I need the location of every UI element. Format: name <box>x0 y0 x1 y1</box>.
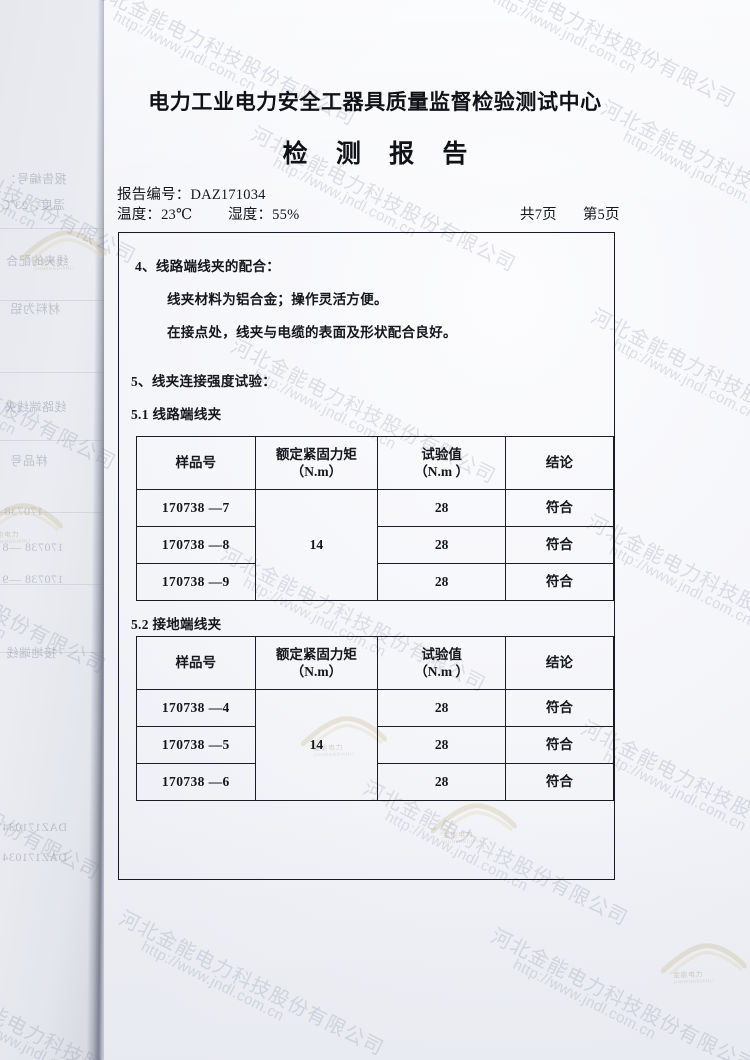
table-header-row: 样品号 额定紧固力矩 （N.m） 试验值 （N.m ） 结论 <box>136 636 615 690</box>
humidity-value: 湿度：55% <box>228 207 300 223</box>
cell-conclusion: 符合 <box>504 689 615 727</box>
cell-conclusion: 符合 <box>504 726 615 764</box>
environment-conditions: 温度：23℃ 湿度：55% <box>117 203 299 224</box>
cell-conclusion: 符合 <box>504 526 615 564</box>
col-header-test-value: 试验值 （N.m ） <box>377 436 506 490</box>
table-row: 170738 —7 14 28 符合 <box>136 489 615 601</box>
adjacent-page-left: 报告编号： 温度：23℃ 线夹的配合 材料为铝 线路端线夹 样品号 170738… <box>0 0 104 1060</box>
col-header-rated-torque-line2: （N.m） <box>290 664 343 679</box>
col-header-rated-torque: 额定紧固力矩 （N.m） <box>254 436 379 490</box>
col-header-rated-torque-line1: 额定紧固力矩 <box>275 446 357 462</box>
current-page: 第5页 <box>582 207 620 223</box>
col-header-conclusion: 结论 <box>504 436 615 490</box>
page-indicator: 共7页 第5页 <box>520 203 620 224</box>
cell-test-value: 28 <box>377 526 506 564</box>
col-header-test-value-line2: （N.m ） <box>414 464 469 479</box>
table-row: 170738 —8 28 符合 <box>136 526 615 564</box>
total-pages: 共7页 <box>520 207 557 223</box>
cell-test-value: 28 <box>377 489 506 527</box>
cell-sample-no: 170738 —7 <box>136 489 256 527</box>
cell-conclusion: 符合 <box>504 763 615 801</box>
table-row: 170738 —6 28 符合 <box>136 763 615 801</box>
cell-conclusion: 符合 <box>504 489 615 527</box>
section-5-title: 5、线夹连接强度试验： <box>131 374 277 389</box>
temperature-value: 温度：23℃ <box>117 207 193 223</box>
cell-test-value: 28 <box>377 763 506 801</box>
col-header-rated-torque-line1: 额定紧固力矩 <box>275 646 357 662</box>
section-5-2-title: 5.2 接地端线夹 <box>131 617 222 632</box>
cell-test-value: 28 <box>377 689 506 727</box>
cell-conclusion: 符合 <box>504 563 615 601</box>
cell-sample-no: 170738 —4 <box>136 689 256 727</box>
cell-sample-no: 170738 —5 <box>136 726 256 764</box>
section-4-line-2: 在接点处，线夹与电缆的表面及形状配合良好。 <box>167 325 457 340</box>
report-number-value: DAZ171034 <box>190 187 266 203</box>
results-table-ground-end-clamp: 样品号 额定紧固力矩 （N.m） 试验值 （N.m ） 结论 170738 —4 <box>136 636 615 801</box>
col-header-test-value-line1: 试验值 <box>421 646 462 662</box>
results-table-line-end-clamp: 样品号 额定紧固力矩 （N.m） 试验值 （N.m ） 结论 170738 —7 <box>136 436 615 601</box>
cell-rated-torque: 14 <box>254 489 379 601</box>
cell-rated-torque: 14 <box>254 689 379 801</box>
section-4-title: 4、线路端线夹的配合： <box>135 259 281 274</box>
col-header-test-value: 试验值 （N.m ） <box>377 636 506 690</box>
page-title: 电力工业电力安全工器具质量监督检验测试中心 <box>148 90 602 114</box>
table-row: 170738 —5 28 符合 <box>136 726 615 764</box>
col-header-rated-torque: 额定紧固力矩 （N.m） <box>254 636 379 690</box>
col-header-sample-no: 样品号 <box>136 436 256 490</box>
col-header-sample-no: 样品号 <box>136 636 256 690</box>
report-number-label: 报告编号： <box>117 187 191 203</box>
cell-sample-no: 170738 —8 <box>136 526 256 564</box>
col-header-conclusion: 结论 <box>504 636 615 690</box>
cell-sample-no: 170738 —6 <box>136 763 256 801</box>
report-number: 报告编号：DAZ171034 <box>117 183 266 204</box>
table-row: 170738 —9 28 符合 <box>136 563 615 601</box>
table-header-row: 样品号 额定紧固力矩 （N.m） 试验值 （N.m ） 结论 <box>136 436 615 490</box>
cell-sample-no: 170738 —9 <box>136 563 256 601</box>
cell-test-value: 28 <box>377 726 506 764</box>
col-header-test-value-line2: （N.m ） <box>414 664 469 679</box>
col-header-rated-torque-line2: （N.m） <box>290 464 343 479</box>
cell-test-value: 28 <box>377 563 506 601</box>
section-5-1-title: 5.1 线路端线夹 <box>131 407 222 422</box>
section-4-line-1: 线夹材料为铝合金；操作灵活方便。 <box>167 292 388 307</box>
content-frame: 4、线路端线夹的配合： 线夹材料为铝合金；操作灵活方便。 在接点处，线夹与电缆的… <box>118 232 615 880</box>
col-header-test-value-line1: 试验值 <box>421 446 462 462</box>
report-type-title: 检 测 报 告 <box>282 141 479 168</box>
table-row: 170738 —4 14 28 符合 <box>136 689 615 801</box>
